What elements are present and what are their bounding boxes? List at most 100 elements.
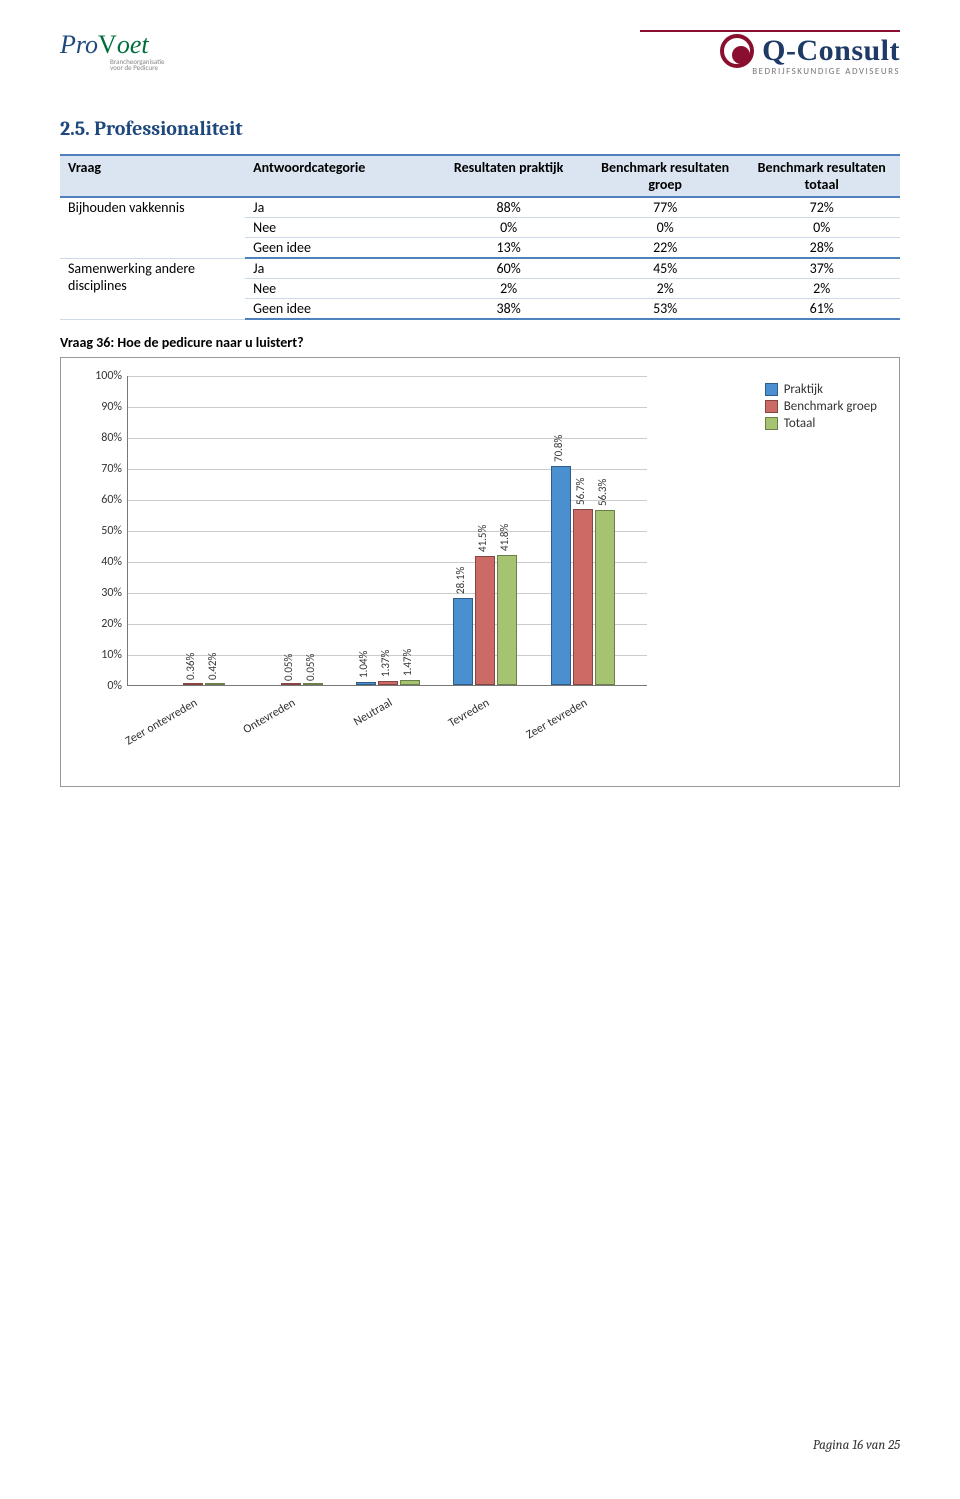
bar-value-label: 41.8% [498, 524, 511, 551]
y-axis-label: 0% [82, 679, 122, 693]
table-header-row: Vraag Antwoordcategorie Resultaten prakt… [60, 155, 900, 197]
chart-bar [573, 509, 593, 685]
legend-item: Totaal [765, 416, 877, 431]
bar-value-label: 0.05% [282, 653, 295, 680]
y-axis-label: 60% [82, 493, 122, 507]
chart-bar [183, 683, 203, 685]
cell-value: 0% [430, 218, 587, 238]
cell-value: 45% [587, 258, 744, 279]
y-axis-label: 100% [82, 369, 122, 383]
legend-label: Praktijk [784, 382, 823, 397]
header-logos: ProVoet Brancheorganisatie voor de Pedic… [60, 30, 900, 77]
cell-value: 2% [587, 279, 744, 299]
cell-value: 2% [743, 279, 900, 299]
th-bench-groep: Benchmark resultaten groep [587, 155, 744, 197]
x-axis-label: Tevreden [381, 696, 492, 768]
y-axis-label: 80% [82, 431, 122, 445]
y-axis-label: 20% [82, 617, 122, 631]
legend-swatch [765, 400, 778, 413]
bar-value-label: 70.8% [552, 434, 565, 461]
cell-value: 0% [587, 218, 744, 238]
cell-value: 2% [430, 279, 587, 299]
bar-value-label: 56.7% [574, 478, 587, 505]
chart-plot-area: 0%10%20%30%40%50%60%70%80%90%100%Zeer on… [127, 376, 647, 686]
chart-legend: Praktijk Benchmark groep Totaal [765, 382, 877, 433]
th-antwoord: Antwoordcategorie [245, 155, 430, 197]
x-axis-label: Zeer tevreden [479, 696, 590, 768]
cell-value: 37% [743, 258, 900, 279]
x-axis-label: Ontevreden [187, 696, 298, 768]
legend-label: Totaal [784, 416, 816, 431]
chart-bar [497, 555, 517, 685]
bar-value-label: 28.1% [454, 567, 467, 594]
chart-bar [400, 680, 420, 685]
table-row: Bijhouden vakkennisJa88%77%72% [60, 197, 900, 218]
logo-qconsult-sub: BEDRIJFSKUNDIGE ADVISEURS [640, 66, 900, 77]
cell-value: 13% [430, 238, 587, 259]
cell-vraag: Samenwerking andere disciplines [60, 258, 245, 319]
cell-value: 60% [430, 258, 587, 279]
chart-bar [551, 466, 571, 685]
th-resultaten: Resultaten praktijk [430, 155, 587, 197]
cell-antwoord: Ja [245, 197, 430, 218]
page-footer: Pagina 16 van 25 [813, 1438, 900, 1453]
table-row: Samenwerking andere disciplinesJa60%45%3… [60, 258, 900, 279]
cell-vraag: Bijhouden vakkennis [60, 197, 245, 258]
chart-container: 0% 10% 20% 30% 40% 50% 60% 70% 80% 90% 100% Zeer on… [60, 357, 900, 787]
cell-value: 72% [743, 197, 900, 218]
cell-value: 38% [430, 299, 587, 320]
chart-bar [303, 683, 323, 685]
cell-value: 22% [587, 238, 744, 259]
chart-bar [356, 682, 376, 685]
logo-provoet-text: ProVoet [60, 30, 200, 60]
cell-antwoord: Geen idee [245, 299, 430, 320]
legend-swatch [765, 383, 778, 396]
logo-provoet-sub2: voor de Pedicure [110, 64, 200, 72]
y-axis-label: 10% [82, 648, 122, 662]
logo-qconsult-text: Q-Consult [762, 34, 900, 68]
bar-value-label: 0.05% [304, 653, 317, 680]
qconsult-icon [720, 34, 754, 68]
cell-value: 88% [430, 197, 587, 218]
chart-bar [475, 556, 495, 685]
bar-value-label: 56.3% [596, 479, 609, 506]
cell-value: 61% [743, 299, 900, 320]
bar-value-label: 0.36% [184, 653, 197, 680]
cell-antwoord: Ja [245, 258, 430, 279]
bar-value-label: 41.5% [476, 525, 489, 552]
cell-value: 77% [587, 197, 744, 218]
chart-bar [595, 510, 615, 685]
chart-bar [281, 683, 301, 685]
cell-antwoord: Geen idee [245, 238, 430, 259]
bar-value-label: 1.04% [357, 650, 370, 677]
y-axis-label: 40% [82, 555, 122, 569]
bar-value-label: 1.37% [379, 649, 392, 676]
logo-provoet: ProVoet Brancheorganisatie voor de Pedic… [60, 30, 200, 71]
legend-item: Praktijk [765, 382, 877, 397]
cell-antwoord: Nee [245, 218, 430, 238]
y-axis-label: 50% [82, 524, 122, 538]
legend-label: Benchmark groep [784, 399, 877, 414]
y-axis-label: 70% [82, 462, 122, 476]
cell-antwoord: Nee [245, 279, 430, 299]
x-axis-label: Zeer ontevreden [89, 696, 200, 768]
y-axis-label: 90% [82, 400, 122, 414]
data-table: Vraag Antwoordcategorie Resultaten prakt… [60, 154, 900, 320]
chart-bar [205, 683, 225, 685]
cell-value: 53% [587, 299, 744, 320]
cell-value: 0% [743, 218, 900, 238]
chart-caption: Vraag 36: Hoe de pedicure naar u luister… [60, 334, 900, 351]
legend-item: Benchmark groep [765, 399, 877, 414]
legend-swatch [765, 417, 778, 430]
x-axis-label: Neutraal [284, 696, 395, 768]
section-title: 2.5. Professionaliteit [60, 117, 900, 140]
y-axis-label: 30% [82, 586, 122, 600]
bar-value-label: 0.42% [206, 652, 219, 679]
th-vraag: Vraag [60, 155, 245, 197]
chart-bar [453, 598, 473, 685]
th-bench-totaal: Benchmark resultaten totaal [743, 155, 900, 197]
logo-qconsult: Q-Consult BEDRIJFSKUNDIGE ADVISEURS [640, 30, 900, 77]
cell-value: 28% [743, 238, 900, 259]
bar-value-label: 1.47% [401, 649, 414, 676]
chart-bar [378, 681, 398, 685]
